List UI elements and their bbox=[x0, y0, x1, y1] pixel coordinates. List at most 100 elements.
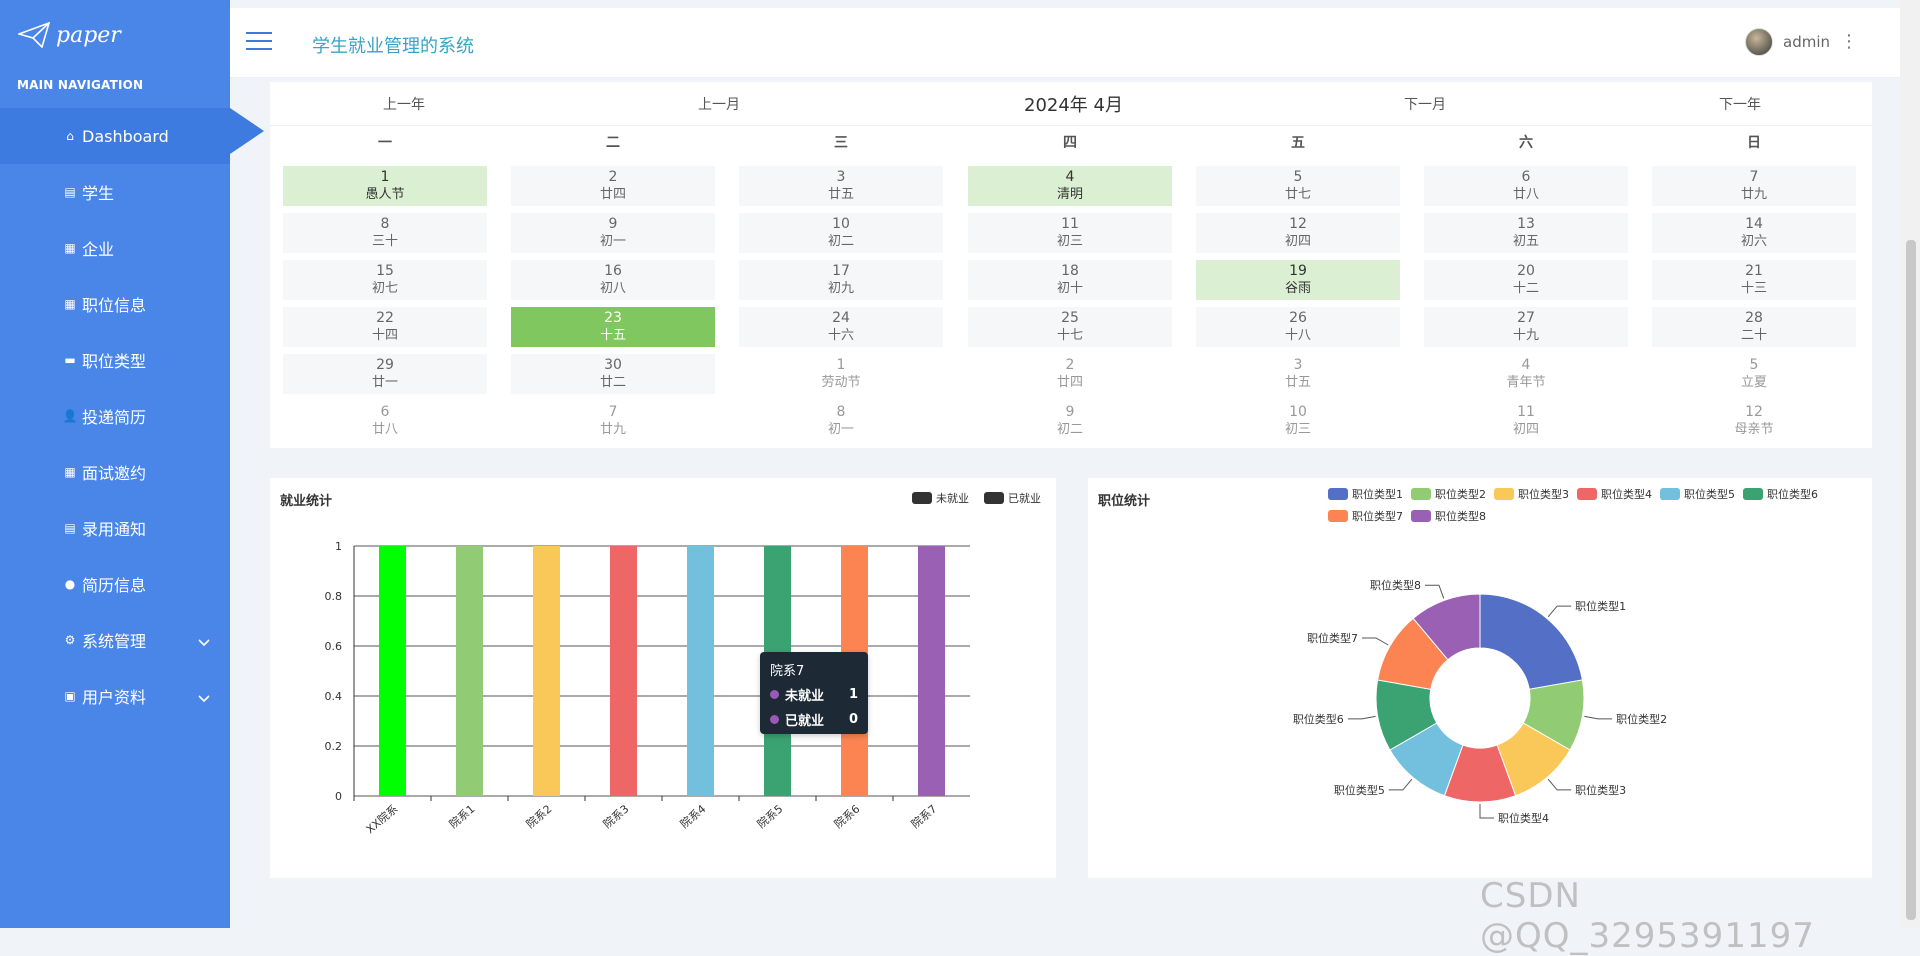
calendar-day[interactable]: 13 初五 bbox=[1424, 213, 1628, 253]
sidebar-item-8[interactable]: ● 简历信息 bbox=[0, 556, 230, 612]
page-scrollbar[interactable] bbox=[1900, 0, 1920, 928]
pie-legend-item[interactable]: 职位类型5 bbox=[1660, 486, 1735, 502]
sidebar-item-label: 录用通知 bbox=[82, 520, 147, 539]
calendar-day[interactable]: 5 廿七 bbox=[1196, 166, 1400, 206]
calendar-day[interactable]: 17 初九 bbox=[739, 260, 943, 300]
sidebar-item-2[interactable]: ▦ 企业 bbox=[0, 220, 230, 276]
sidebar-item-5[interactable]: 👤 投递简历 bbox=[0, 388, 230, 444]
pie-legend-item[interactable]: 职位类型6 bbox=[1743, 486, 1818, 502]
x-tick-label: 院系3 bbox=[600, 802, 631, 831]
calendar-day[interactable]: 4 青年节 bbox=[1424, 354, 1628, 394]
header: 学生就业管理的系统 admin ⋮ bbox=[230, 8, 1900, 78]
calendar-day[interactable]: 28 二十 bbox=[1652, 307, 1856, 347]
calendar-day[interactable]: 7 廿九 bbox=[511, 401, 715, 441]
calendar-day[interactable]: 6 廿八 bbox=[283, 401, 487, 441]
sidebar-item-0[interactable]: ⌂ Dashboard bbox=[0, 108, 230, 164]
calendar-day[interactable]: 2 廿四 bbox=[511, 166, 715, 206]
calendar-day[interactable]: 12 母亲节 bbox=[1652, 401, 1856, 441]
calendar-day[interactable]: 25 十七 bbox=[968, 307, 1172, 347]
calendar-day[interactable]: 6 廿八 bbox=[1424, 166, 1628, 206]
next-year-button[interactable]: 下一年 bbox=[1719, 97, 1761, 113]
calendar-day[interactable]: 9 初一 bbox=[511, 213, 715, 253]
next-month-button[interactable]: 下一月 bbox=[1404, 97, 1446, 113]
pie-slice-职位类型1[interactable] bbox=[1479, 593, 1583, 690]
sidebar-item-6[interactable]: ▦ 面试邀约 bbox=[0, 444, 230, 500]
pie-legend-item[interactable]: 职位类型7 bbox=[1328, 508, 1403, 524]
calendar-day[interactable]: 9 初二 bbox=[968, 401, 1172, 441]
calendar-day[interactable]: 29 廿一 bbox=[283, 354, 487, 394]
calendar-day[interactable]: 11 初三 bbox=[968, 213, 1172, 253]
calendar-day[interactable]: 18 初十 bbox=[968, 260, 1172, 300]
lunar-label: 廿八 bbox=[1512, 187, 1539, 202]
pie-slice-职位类型8[interactable] bbox=[1412, 593, 1481, 661]
pie-legend-item[interactable]: 职位类型1 bbox=[1328, 486, 1403, 502]
avatar[interactable] bbox=[1745, 28, 1773, 56]
calendar-day[interactable]: 27 十九 bbox=[1424, 307, 1628, 347]
lunar-label: 初二 bbox=[1056, 422, 1083, 437]
calendar-day[interactable]: 10 初二 bbox=[739, 213, 943, 253]
prev-month-button[interactable]: 上一月 bbox=[698, 97, 740, 113]
calendar-day[interactable]: 16 初八 bbox=[511, 260, 715, 300]
sidebar: paper MAIN NAVIGATION ⌂ Dashboard ▤ 学生 ▦ 企业 ▦ 职… bbox=[0, 0, 230, 928]
calendar-day[interactable]: 24 十六 bbox=[739, 307, 943, 347]
calendar-day[interactable]: 26 十八 bbox=[1196, 307, 1400, 347]
calendar-day[interactable]: 23 十五 bbox=[511, 307, 715, 347]
calendar-day[interactable]: 7 廿九 bbox=[1652, 166, 1856, 206]
calendar-day[interactable]: 20 十二 bbox=[1424, 260, 1628, 300]
user-menu[interactable]: admin ⋮ bbox=[1745, 28, 1858, 56]
lunar-label: 十八 bbox=[1284, 328, 1311, 343]
username[interactable]: admin bbox=[1783, 33, 1830, 51]
calendar-day[interactable]: 3 廿五 bbox=[1196, 354, 1400, 394]
calendar-day[interactable]: 14 初六 bbox=[1652, 213, 1856, 253]
calendar-day[interactable]: 1 劳动节 bbox=[739, 354, 943, 394]
pie-legend-item[interactable]: 职位类型3 bbox=[1494, 486, 1569, 502]
calendar-day[interactable]: 3 廿五 bbox=[739, 166, 943, 206]
prev-year-button[interactable]: 上一年 bbox=[383, 97, 425, 113]
menu-toggle-icon[interactable] bbox=[246, 32, 272, 52]
legend-swatch bbox=[1328, 510, 1348, 522]
calendar-day[interactable]: 22 十四 bbox=[283, 307, 487, 347]
logo[interactable]: paper bbox=[18, 22, 121, 48]
sidebar-item-4[interactable]: ▬ 职位类型 bbox=[0, 332, 230, 388]
scrollbar-thumb[interactable] bbox=[1906, 240, 1916, 920]
sidebar-item-3[interactable]: ▦ 职位信息 bbox=[0, 276, 230, 332]
lunar-label: 廿四 bbox=[599, 187, 626, 202]
day-number: 27 bbox=[1517, 310, 1535, 326]
calendar-day[interactable]: 12 初四 bbox=[1196, 213, 1400, 253]
lunar-label: 劳动节 bbox=[821, 375, 861, 390]
calendar-day[interactable]: 4 清明 bbox=[968, 166, 1172, 206]
chevron-down-icon[interactable] bbox=[198, 632, 210, 651]
day-number: 3 bbox=[836, 169, 846, 185]
calendar-day[interactable]: 30 廿二 bbox=[511, 354, 715, 394]
calendar-day[interactable]: 10 初三 bbox=[1196, 401, 1400, 441]
calendar-day[interactable]: 21 十三 bbox=[1652, 260, 1856, 300]
calendar-day[interactable]: 8 初一 bbox=[739, 401, 943, 441]
weekday-label: 一 bbox=[378, 135, 392, 151]
sidebar-item-9[interactable]: ⚙ 系统管理 bbox=[0, 612, 230, 668]
tooltip-row: 已就业 0 bbox=[770, 710, 858, 729]
pie-legend-item[interactable]: 职位类型8 bbox=[1411, 508, 1486, 524]
tooltip-row: 未就业 1 bbox=[770, 685, 858, 704]
legend-swatch bbox=[912, 492, 932, 504]
legend-employed[interactable]: 已就业 bbox=[984, 490, 1041, 506]
day-number: 19 bbox=[1289, 263, 1307, 279]
lunar-label: 廿四 bbox=[1056, 375, 1083, 390]
calendar-day[interactable]: 15 初七 bbox=[283, 260, 487, 300]
pie-legend-item[interactable]: 职位类型2 bbox=[1411, 486, 1486, 502]
calendar-day[interactable]: 8 三十 bbox=[283, 213, 487, 253]
calendar-day[interactable]: 2 廿四 bbox=[968, 354, 1172, 394]
calendar-day[interactable]: 5 立夏 bbox=[1652, 354, 1856, 394]
sidebar-item-7[interactable]: ▤ 录用通知 bbox=[0, 500, 230, 556]
lunar-label: 十二 bbox=[1512, 281, 1539, 296]
chevron-down-icon[interactable] bbox=[198, 688, 210, 707]
calendar-day[interactable]: 19 谷雨 bbox=[1196, 260, 1400, 300]
pie-legend-item[interactable]: 职位类型4 bbox=[1577, 486, 1652, 502]
legend-unemployed[interactable]: 未就业 bbox=[912, 490, 969, 506]
more-vertical-icon[interactable]: ⋮ bbox=[1840, 31, 1858, 52]
calendar-day[interactable]: 1 愚人节 bbox=[283, 166, 487, 206]
day-number: 18 bbox=[1061, 263, 1079, 279]
sidebar-item-10[interactable]: ▣ 用户资料 bbox=[0, 668, 230, 724]
calendar-day[interactable]: 11 初四 bbox=[1424, 401, 1628, 441]
lunar-label: 母亲节 bbox=[1734, 422, 1774, 437]
sidebar-item-1[interactable]: ▤ 学生 bbox=[0, 164, 230, 220]
